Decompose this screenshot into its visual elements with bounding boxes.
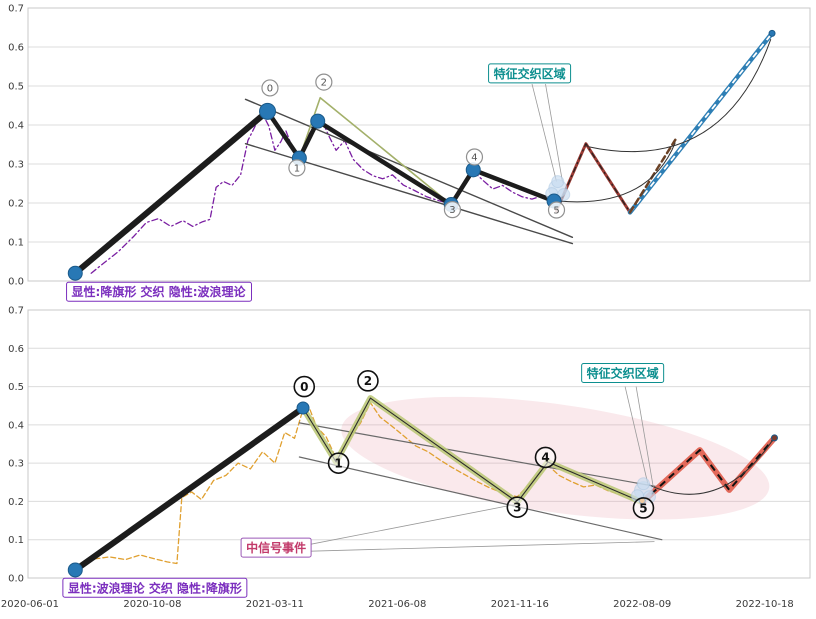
- y-tick-label: 0.5: [8, 382, 24, 393]
- svg-text:特征交织区域: 特征交织区域: [494, 66, 566, 81]
- wave-number-badge-5: 5: [632, 497, 655, 519]
- wave-number-badge-0: 0: [293, 375, 316, 398]
- annotation-pointer-line: [635, 386, 654, 487]
- svg-text:3: 3: [513, 500, 521, 514]
- x-tick-label: 2022-10-18: [736, 599, 794, 610]
- wave-number-badge-5: 5: [547, 201, 566, 219]
- svg-text:中信号事件: 中信号事件: [246, 540, 306, 555]
- signal-event-label: 中信号事件: [240, 537, 312, 558]
- wave-number-badge-3: 3: [443, 201, 462, 219]
- top-chart-descending-flag: 0.0 0.1 0.2 0.3 0.4 0.5 0.6 0.7 0 1 2 3 4 5 显性:降旗形 交织 …: [8, 4, 811, 302]
- forecast-red-flag-overlay: [641, 437, 776, 503]
- highlight-cloud: [545, 175, 571, 202]
- svg-text:4: 4: [541, 451, 549, 465]
- y-tick-label: 0.0: [8, 277, 24, 288]
- y-tick-label: 0.7: [8, 306, 24, 317]
- wave-point-dot: [67, 265, 83, 281]
- x-tick-label: 2021-03-11: [246, 599, 304, 610]
- x-tick-label: 2021-06-08: [368, 599, 426, 610]
- x-tick-label: 2021-11-16: [491, 599, 549, 610]
- y-tick-label: 0.4: [8, 420, 24, 431]
- price-series-purple: [90, 113, 555, 274]
- svg-text:0: 0: [300, 380, 308, 394]
- wave-number-badge-2: 2: [315, 73, 333, 91]
- wave-zigzag-thick: [265, 109, 557, 207]
- svg-text:3: 3: [449, 205, 455, 216]
- channel-lower-trendline: [298, 456, 663, 541]
- x-tick-label: 2020-06-01: [1, 599, 59, 610]
- svg-text:显性:降旗形 交织 隐性:波浪理论: 显性:降旗形 交织 隐性:波浪理论: [72, 284, 247, 299]
- panel-border: [27, 7, 811, 282]
- channel-upper-trendline: [298, 422, 659, 488]
- bottom-chart-wave-theory: 0.0 0.1 0.2 0.3 0.4 0.5 0.6 0.7 0 1 2 3 4 5 显性:波浪理论 交织…: [8, 306, 811, 598]
- panel-border: [27, 309, 811, 579]
- svg-text:1: 1: [334, 456, 342, 470]
- forecast-blue-breakout-overlay: [629, 32, 773, 213]
- wave-point-dot: [770, 434, 778, 442]
- annotation-pointer-line: [545, 83, 564, 183]
- x-tick-label: 2022-08-09: [613, 599, 671, 610]
- grid: 0.0 0.1 0.2 0.3 0.4 0.5 0.6 0.7: [8, 306, 811, 585]
- wave-number-badge-4: 4: [465, 148, 484, 166]
- pattern-identity-label: 显性:降旗形 交织 隐性:波浪理论: [66, 281, 253, 302]
- svg-text:显性:波浪理论 交织 隐性:降旗形: 显性:波浪理论 交织 隐性:降旗形: [68, 580, 242, 595]
- projection-arc-long: [587, 39, 772, 153]
- wave-number-badge-2: 2: [357, 370, 379, 392]
- pattern-identity-label: 显性:波浪理论 交织 隐性:降旗形: [62, 577, 248, 598]
- y-tick-label: 0.3: [8, 160, 24, 171]
- x-tick-label: 2020-10-08: [123, 599, 181, 610]
- y-tick-label: 0.0: [8, 574, 24, 585]
- y-tick-label: 0.4: [8, 121, 24, 132]
- annotation-pointer-line: [624, 386, 649, 487]
- weave-zone-label: 特征交织区域: [581, 362, 665, 383]
- projection-arc: [646, 435, 777, 495]
- svg-text:2: 2: [364, 374, 372, 388]
- svg-text:特征交织区域: 特征交织区域: [587, 365, 659, 380]
- y-tick-label: 0.1: [8, 535, 24, 546]
- wave-number-badge-1: 1: [288, 159, 306, 177]
- y-tick-label: 0.5: [8, 82, 24, 93]
- svg-text:5: 5: [639, 501, 647, 515]
- annotation-pointer-line: [310, 504, 515, 545]
- svg-text:5: 5: [553, 206, 559, 217]
- wave-number-badge-4: 4: [534, 446, 557, 469]
- weave-zone-label: 特征交织区域: [488, 63, 572, 84]
- wave-number-badge-1: 1: [327, 452, 350, 474]
- impulse-wave-line: [72, 405, 306, 573]
- svg-text:1: 1: [294, 164, 300, 175]
- y-tick-label: 0.6: [8, 344, 24, 355]
- wave-12345-green-overlay: [302, 397, 643, 503]
- impulse-pole-line: [72, 108, 271, 277]
- y-tick-label: 0.3: [8, 459, 24, 470]
- wave-point-dot: [310, 113, 326, 129]
- grid: 0.0 0.1 0.2 0.3 0.4 0.5 0.6 0.7: [8, 4, 811, 288]
- y-tick-label: 0.6: [8, 43, 24, 54]
- annotation-pointer-line: [310, 541, 655, 552]
- wave-point-dot: [67, 562, 83, 578]
- wave-point-dot: [259, 102, 277, 120]
- wave-number-badge-3: 3: [506, 496, 529, 518]
- wave-point-dot: [768, 29, 776, 37]
- svg-text:2: 2: [321, 78, 327, 89]
- y-tick-label: 0.7: [8, 4, 24, 15]
- svg-text:4: 4: [471, 153, 477, 164]
- x-axis-labels: 2020-06-01 2020-10-08 2021-03-11 2021-06-08…: [1, 599, 794, 610]
- annotation-pointer-line: [531, 83, 557, 182]
- y-tick-label: 0.2: [8, 497, 24, 508]
- projection-arc-short: [558, 142, 676, 203]
- flag-upper-trendline: [244, 98, 574, 239]
- wave-number-badge-0: 0: [261, 79, 279, 97]
- wave-point-dot: [296, 401, 310, 415]
- svg-text:0: 0: [267, 84, 273, 95]
- y-tick-label: 0.2: [8, 199, 24, 210]
- y-tick-label: 0.1: [8, 238, 24, 249]
